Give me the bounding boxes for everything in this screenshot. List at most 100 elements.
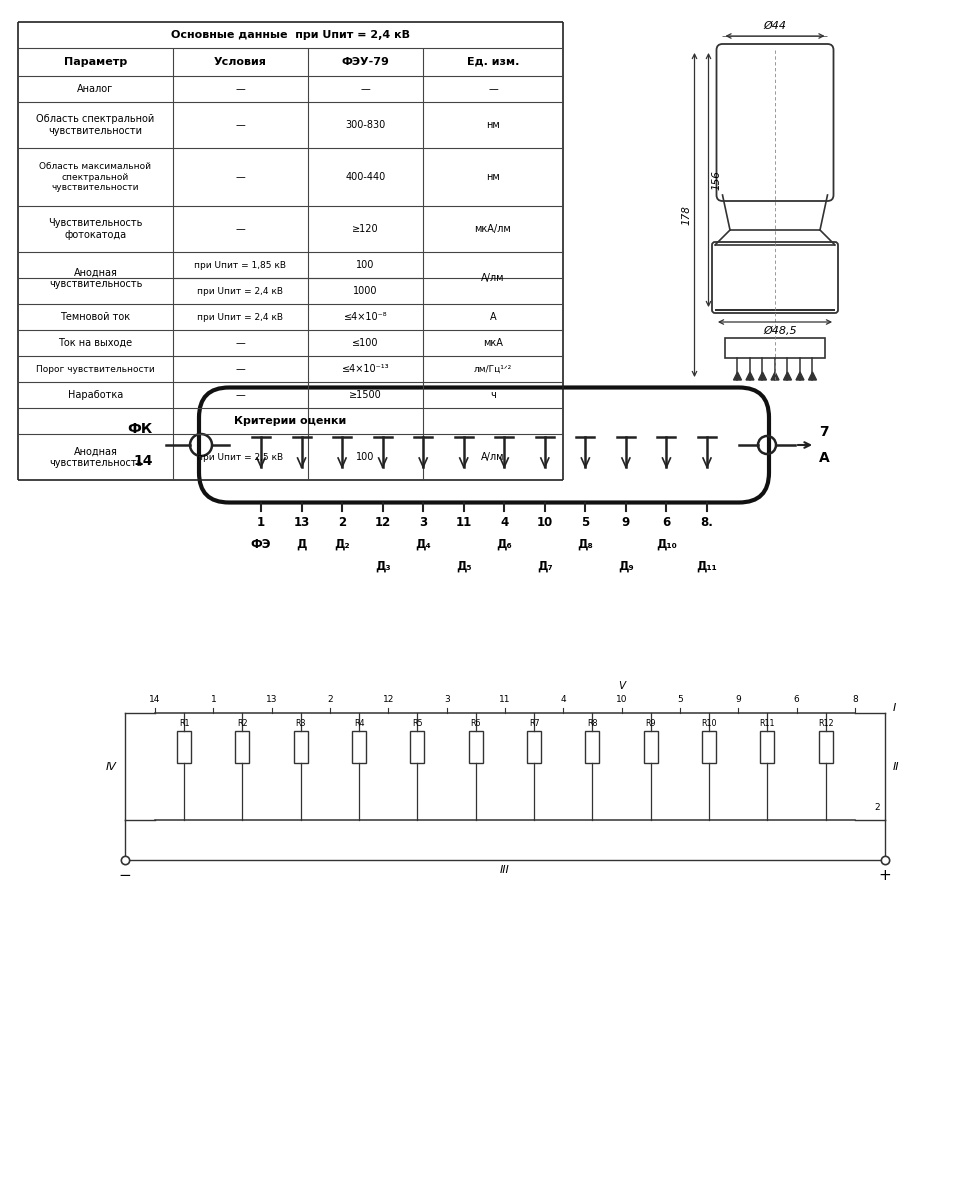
Text: Анодная
чувствительность: Анодная чувствительность (48, 268, 142, 289)
Text: Д₂: Д₂ (334, 538, 350, 551)
Text: Д₃: Д₃ (375, 560, 391, 572)
Text: 10: 10 (537, 516, 553, 529)
Text: R3: R3 (296, 719, 306, 728)
Text: ≤100: ≤100 (353, 338, 379, 348)
Polygon shape (796, 372, 804, 380)
Text: Ø44: Ø44 (764, 20, 787, 31)
Text: −: − (118, 869, 132, 883)
Polygon shape (784, 372, 792, 380)
Bar (725, 338, 825, 358)
Text: 178: 178 (681, 205, 692, 224)
Text: ч: ч (490, 390, 496, 400)
Polygon shape (771, 372, 779, 380)
Polygon shape (808, 372, 817, 380)
Text: 11: 11 (499, 695, 511, 704)
Text: 2: 2 (328, 695, 332, 704)
Text: —: — (360, 84, 370, 94)
Text: Ø48,5: Ø48,5 (764, 326, 797, 336)
Text: 2: 2 (338, 516, 346, 529)
Text: 3: 3 (420, 516, 427, 529)
Text: 9: 9 (735, 695, 741, 704)
Text: R9: R9 (645, 719, 656, 728)
Polygon shape (734, 372, 741, 380)
Text: R11: R11 (760, 719, 775, 728)
Text: 3: 3 (444, 695, 450, 704)
Text: Порог чувствительности: Порог чувствительности (36, 365, 155, 373)
Text: 8: 8 (852, 695, 858, 704)
Polygon shape (746, 372, 754, 380)
Text: лм/Гц¹ᐟ²: лм/Гц¹ᐟ² (474, 365, 513, 373)
Text: А: А (819, 451, 829, 464)
Text: —: — (235, 338, 245, 348)
Text: Д₈: Д₈ (578, 538, 593, 551)
Text: Критерии оценки: Критерии оценки (234, 416, 347, 426)
Text: R4: R4 (354, 719, 364, 728)
Text: —: — (235, 390, 245, 400)
Bar (703, 731, 716, 763)
Text: Область максимальной
спектральной
чувствительности: Область максимальной спектральной чувств… (40, 162, 151, 192)
Text: ≥120: ≥120 (352, 224, 379, 234)
Text: Анодная
чувствительность: Анодная чувствительность (48, 446, 142, 468)
Text: 14: 14 (134, 454, 153, 468)
Text: V: V (618, 680, 625, 691)
Text: IV: IV (107, 762, 117, 772)
Text: Д₉: Д₉ (618, 560, 634, 572)
Text: 12: 12 (383, 695, 394, 704)
Bar (177, 731, 191, 763)
Bar (585, 731, 600, 763)
Text: R1: R1 (179, 719, 189, 728)
Text: Д₁₁: Д₁₁ (697, 560, 717, 572)
Text: Ток на выходе: Ток на выходе (58, 338, 133, 348)
Text: ≤4×10⁻⁸: ≤4×10⁻⁸ (344, 312, 388, 322)
Text: 8.: 8. (701, 516, 713, 529)
Bar (411, 731, 424, 763)
Text: Аналог: Аналог (78, 84, 113, 94)
Text: 5: 5 (677, 695, 683, 704)
Text: R8: R8 (587, 719, 598, 728)
Text: Чувствительность
фотокатода: Чувствительность фотокатода (48, 218, 142, 240)
Text: R12: R12 (818, 719, 833, 728)
Text: А: А (489, 312, 496, 322)
Text: +: + (879, 869, 891, 883)
Text: Д₄: Д₄ (416, 538, 431, 551)
Text: А/лм: А/лм (482, 272, 505, 283)
Text: —: — (235, 84, 245, 94)
Text: 4: 4 (560, 695, 566, 704)
Text: Условия: Условия (214, 56, 266, 67)
Text: —: — (488, 84, 498, 94)
Bar (643, 731, 658, 763)
Text: при Uпит = 1,85 кВ: при Uпит = 1,85 кВ (195, 260, 287, 270)
Text: R10: R10 (702, 719, 717, 728)
Text: Д₁₀: Д₁₀ (656, 538, 677, 551)
Text: —: — (235, 172, 245, 182)
Bar (352, 731, 366, 763)
Text: 156: 156 (711, 170, 722, 190)
Text: нм: нм (486, 120, 500, 130)
Text: ≤4×10⁻¹³: ≤4×10⁻¹³ (342, 364, 390, 374)
Bar (761, 731, 774, 763)
Text: —: — (235, 224, 245, 234)
Text: 1: 1 (210, 695, 216, 704)
Text: 14: 14 (149, 695, 161, 704)
Bar (469, 731, 483, 763)
Text: —: — (235, 364, 245, 374)
Text: А/лм: А/лм (482, 452, 505, 462)
Text: Ед. изм.: Ед. изм. (467, 56, 519, 67)
Text: ≥1500: ≥1500 (349, 390, 382, 400)
Text: 4: 4 (500, 516, 509, 529)
Text: I: I (893, 703, 896, 713)
Bar (527, 731, 541, 763)
Text: Параметр: Параметр (64, 56, 127, 67)
Text: Д₇: Д₇ (537, 560, 552, 572)
Text: 2: 2 (874, 803, 880, 812)
Text: II: II (893, 762, 899, 772)
Text: R7: R7 (529, 719, 540, 728)
Text: R5: R5 (412, 719, 422, 728)
Text: 1000: 1000 (354, 286, 378, 296)
Text: мкА/лм: мкА/лм (475, 224, 512, 234)
Text: Д: Д (297, 538, 307, 551)
Text: при Uпит = 2,5 кВ: при Uпит = 2,5 кВ (198, 452, 284, 462)
Text: ФЭ: ФЭ (251, 538, 271, 551)
Text: 6: 6 (794, 695, 799, 704)
Text: 5: 5 (581, 516, 589, 529)
